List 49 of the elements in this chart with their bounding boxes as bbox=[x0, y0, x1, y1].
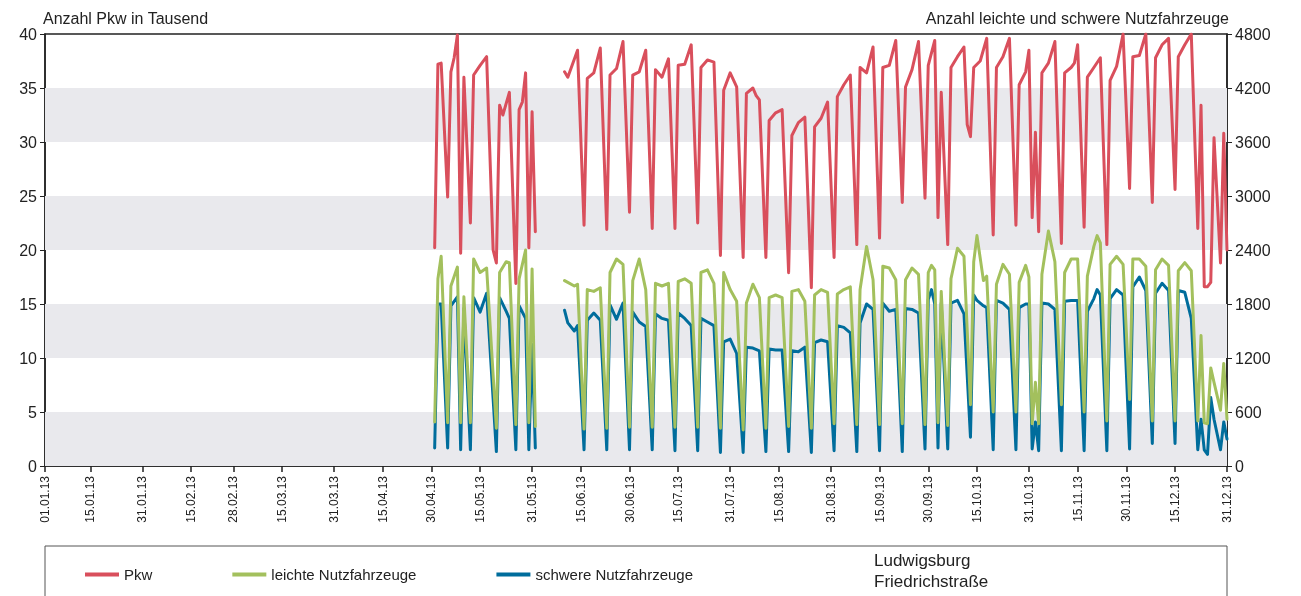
x-tick-label: 15.03.13 bbox=[275, 475, 290, 523]
legend-label: schwere Nutzfahrzeuge bbox=[535, 566, 694, 583]
x-tick-label: 31.05.13 bbox=[525, 475, 540, 523]
y-tick-label: 15 bbox=[19, 295, 38, 313]
x-tick-label: 28.02.13 bbox=[226, 475, 241, 523]
y2-tick-label: 4800 bbox=[1235, 25, 1271, 43]
x-tick-label: 15.02.13 bbox=[184, 475, 199, 523]
legend-label: leichte Nutzfahrzeuge bbox=[271, 566, 417, 583]
x-tick-label: 31.03.13 bbox=[327, 475, 342, 523]
x-tick-label: 15.06.13 bbox=[573, 475, 588, 523]
x-tick-label: 15.08.13 bbox=[771, 475, 786, 523]
y2-tick-label: 1200 bbox=[1235, 349, 1271, 367]
y-tick-label: 20 bbox=[19, 241, 38, 259]
y-tick-label: 25 bbox=[19, 187, 38, 205]
y2-axis-title: Anzahl leichte und schwere Nutzfahrzeuge bbox=[925, 9, 1230, 27]
y-tick-label: 35 bbox=[19, 79, 38, 97]
y2-tick-label: 1800 bbox=[1235, 295, 1271, 313]
y2-tick-label: 3000 bbox=[1235, 187, 1271, 205]
y-tick-label: 40 bbox=[19, 25, 38, 43]
x-tick-label: 31.12.13 bbox=[1220, 475, 1234, 523]
text: Ludwigsburg Friedrichstraße bbox=[874, 551, 989, 591]
y2-tick-label: 3600 bbox=[1235, 133, 1271, 151]
y-tick-label: 0 bbox=[28, 457, 38, 475]
x-tick-label: 15.12.13 bbox=[1168, 475, 1183, 523]
y2-tick-label: 600 bbox=[1235, 403, 1262, 421]
y2-tick-label: 4200 bbox=[1235, 79, 1271, 97]
x-tick-label: 31.10.13 bbox=[1021, 475, 1036, 523]
y2-tick-label: 0 bbox=[1235, 457, 1244, 475]
y-tick-label: 30 bbox=[19, 133, 38, 151]
x-tick-label: 15.01.13 bbox=[83, 475, 98, 523]
x-tick-label: 01.01.13 bbox=[38, 475, 52, 523]
x-tick-label: 15.11.13 bbox=[1070, 475, 1085, 522]
y-axis-title: Anzahl Pkw in Tausend bbox=[43, 9, 209, 27]
x-tick-label: 15.04.13 bbox=[375, 475, 390, 523]
x-tick-label: 30.11.13 bbox=[1119, 475, 1134, 522]
x-tick-label: 30.06.13 bbox=[622, 475, 637, 523]
x-tick-label: 30.04.13 bbox=[424, 475, 439, 523]
x-tick-label: 31.01.13 bbox=[135, 475, 150, 523]
x-tick-label: 31.08.13 bbox=[823, 475, 838, 523]
x-tick-label: 30.09.13 bbox=[921, 475, 936, 523]
x-tick-label: 15.09.13 bbox=[872, 475, 887, 523]
x-tick-label: 31.07.13 bbox=[723, 475, 738, 523]
y2-tick-label: 2400 bbox=[1235, 241, 1271, 259]
x-tick-label: 15.05.13 bbox=[473, 475, 488, 523]
x-tick-label: 15.07.13 bbox=[671, 475, 686, 523]
y-tick-label: 5 bbox=[28, 403, 38, 421]
x-tick-label: 15.10.13 bbox=[969, 475, 984, 523]
legend-label: Pkw bbox=[124, 566, 153, 583]
y-tick-label: 10 bbox=[19, 349, 38, 367]
